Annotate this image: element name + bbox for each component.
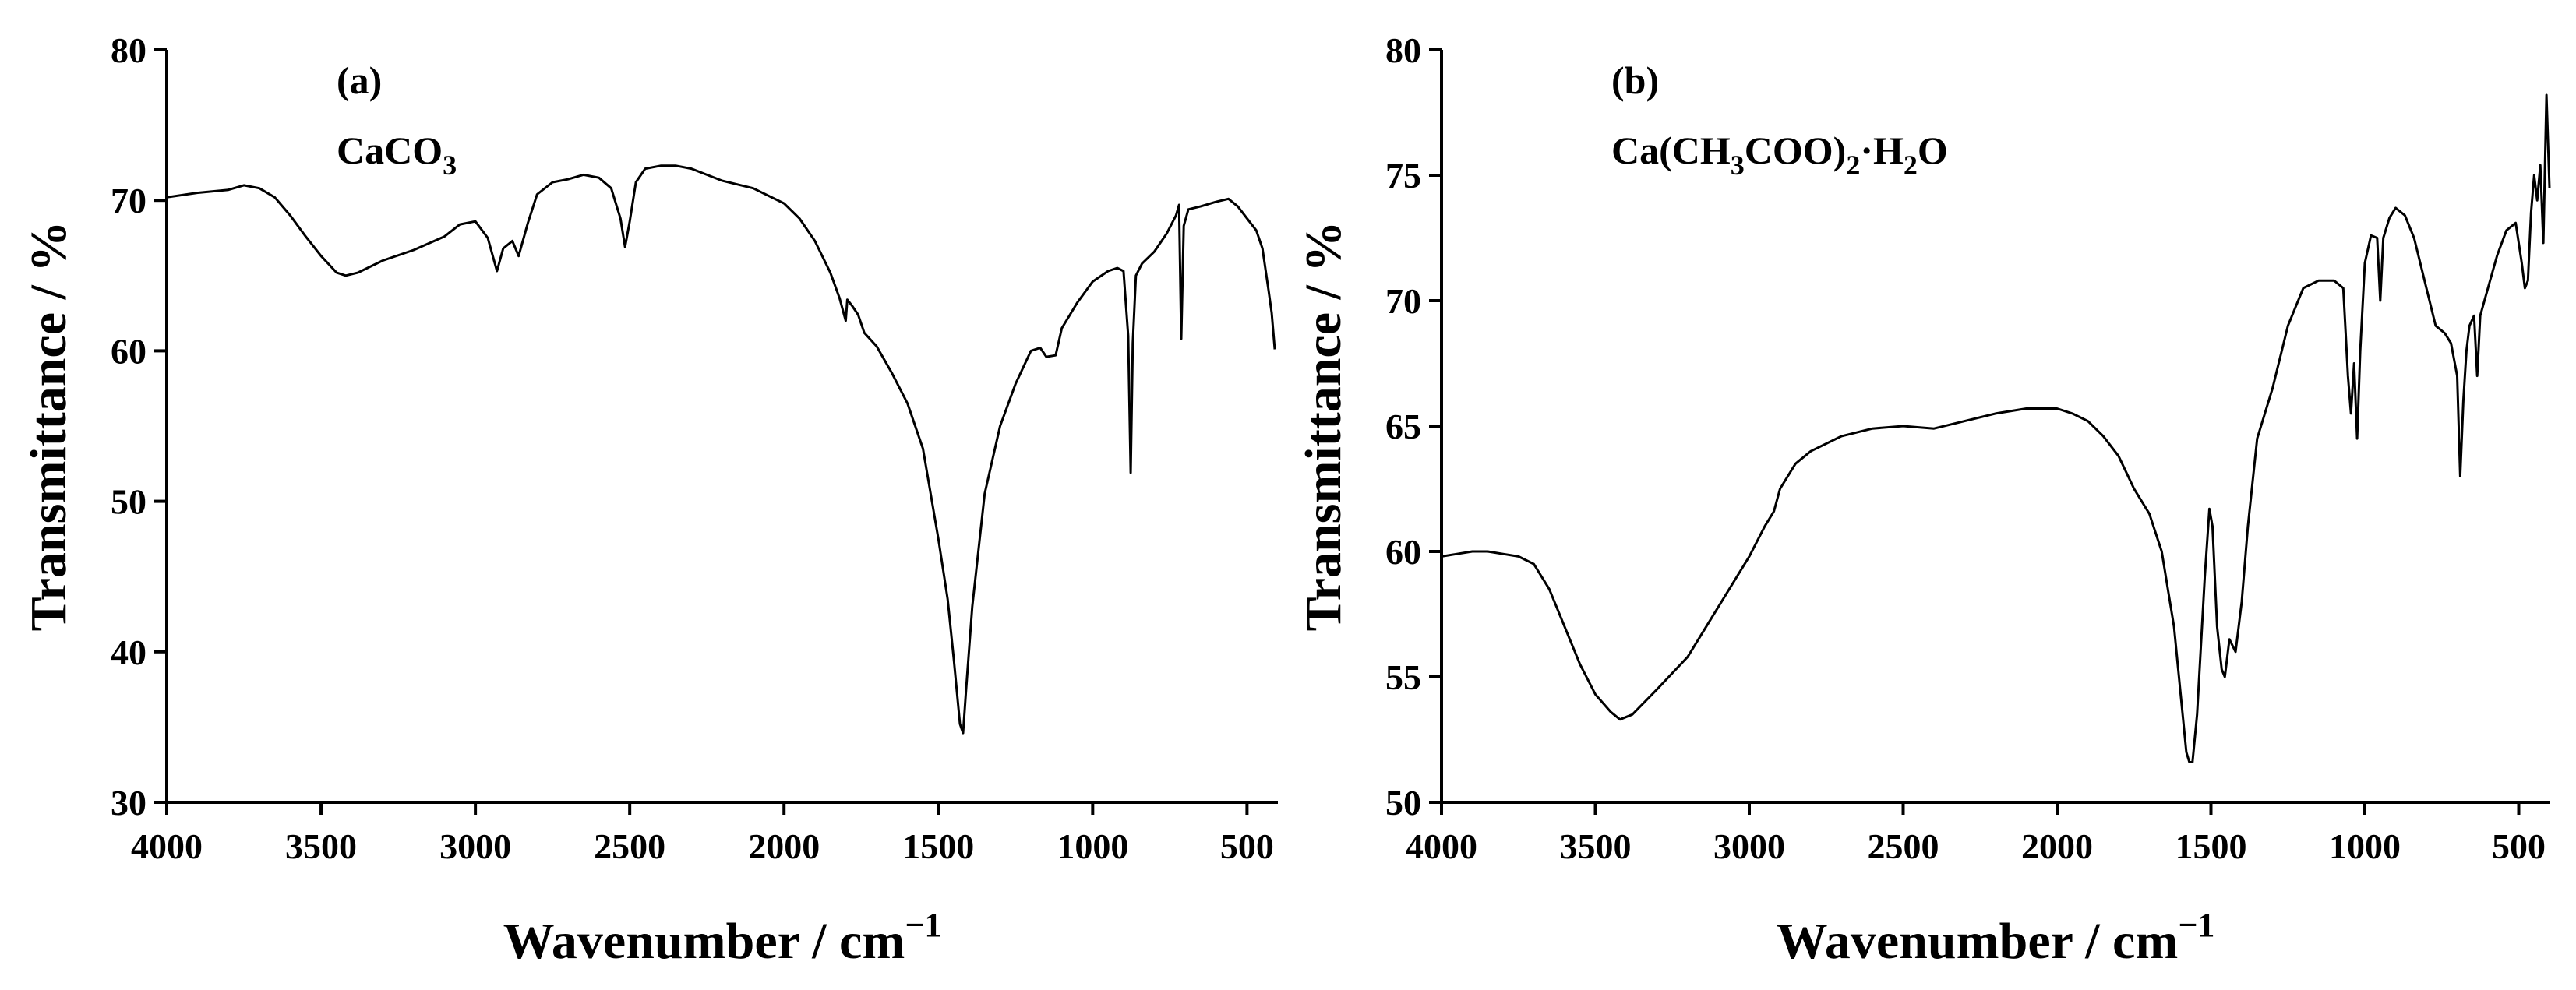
x-axis-title: Wavenumber / cm−1 — [1777, 906, 2215, 970]
y-axis-title: Transmittance / % — [20, 221, 77, 632]
x-tick-label: 500 — [1220, 826, 1274, 866]
x-tick-label: 3000 — [1713, 826, 1785, 866]
panel-label: (b) — [1611, 58, 1659, 102]
compound-label: Ca(CH3COO)2·H2O — [1611, 129, 1948, 181]
panel-b: 50 55 60 65 70 75 80 4000 3500 3000 2500 2000 1500 10… — [1295, 30, 2551, 970]
y-tick-label: 65 — [1385, 407, 1421, 446]
y-tick-label: 80 — [111, 30, 146, 70]
y-tick-label: 60 — [111, 331, 146, 371]
y-tick-label: 50 — [111, 482, 146, 522]
x-tick-label: 3000 — [439, 826, 511, 866]
x-tick-label: 3500 — [285, 826, 357, 866]
x-axis-title: Wavenumber / cm−1 — [503, 906, 942, 970]
x-tick-label: 1000 — [1057, 826, 1128, 866]
y-tick-label: 70 — [111, 181, 146, 220]
x-tick-label: 4000 — [131, 826, 203, 866]
y-tick-label: 40 — [111, 632, 146, 672]
series-line — [1441, 93, 2551, 763]
panel-label: (a) — [337, 58, 382, 102]
x-tick-label: 4000 — [1406, 826, 1477, 866]
y-tick-label: 30 — [111, 783, 146, 823]
x-tick-label: 3500 — [1560, 826, 1632, 866]
compound-label: CaCO3 — [337, 129, 457, 181]
x-tick-label: 2000 — [2021, 826, 2093, 866]
y-tick-label: 60 — [1385, 532, 1421, 572]
y-tick-label: 75 — [1385, 156, 1421, 196]
y-tick-label: 55 — [1385, 657, 1421, 697]
series-line — [166, 164, 1276, 735]
y-tick-label: 50 — [1385, 783, 1421, 823]
y-tick-label: 80 — [1385, 30, 1421, 70]
x-tick-label: 1500 — [2175, 826, 2247, 866]
y-axis-title: Transmittance / % — [1295, 221, 1352, 632]
x-tick-label: 500 — [2492, 826, 2546, 866]
x-tick-label: 1500 — [902, 826, 974, 866]
x-tick-label: 2500 — [594, 826, 665, 866]
y-tick-label: 70 — [1385, 281, 1421, 321]
x-tick-label: 2500 — [1868, 826, 1939, 866]
x-tick-label: 2000 — [748, 826, 820, 866]
x-tick-label: 1000 — [2329, 826, 2401, 866]
panel-a: 30 40 50 60 70 80 4000 3500 3000 2500 2000 1500 1000… — [20, 30, 1278, 970]
